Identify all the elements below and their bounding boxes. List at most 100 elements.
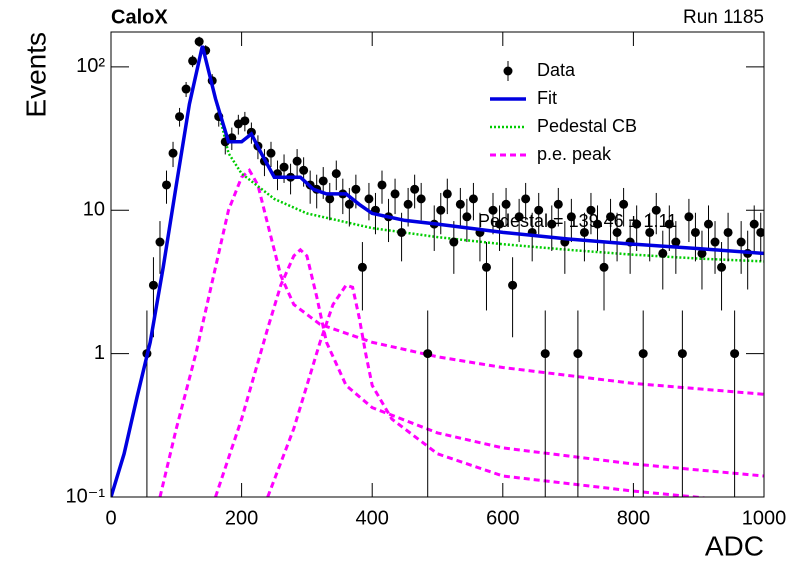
data-point <box>423 349 433 359</box>
x-tick-label: 400 <box>356 507 389 529</box>
data-point <box>521 194 531 204</box>
fit-curve <box>266 283 711 497</box>
data-point <box>553 199 563 209</box>
data-point <box>351 184 361 194</box>
data-point <box>606 212 616 222</box>
data-point <box>717 262 727 272</box>
data-point <box>501 199 511 209</box>
data-point <box>442 189 452 199</box>
data-point <box>194 37 204 47</box>
data-point <box>325 194 335 204</box>
x-tick-label: 0 <box>105 507 116 529</box>
data-point <box>155 237 165 247</box>
data-point <box>449 237 459 247</box>
data-point <box>684 212 694 222</box>
run-label: Run 1185 <box>683 7 764 28</box>
x-tick-label: 1000 <box>742 507 787 529</box>
data-point <box>299 165 309 175</box>
y-tick-label: 10 <box>83 199 105 221</box>
data-point <box>168 148 178 158</box>
legend-marker <box>503 66 513 76</box>
x-tick-label: 600 <box>486 507 519 529</box>
data-point <box>677 349 687 359</box>
data-point <box>579 227 589 237</box>
fit-annotation: Pedestal = 139.46 ± 1.11 <box>478 211 677 231</box>
data-point <box>573 349 583 359</box>
data-point <box>599 262 609 272</box>
data-point <box>514 212 524 222</box>
data-point <box>403 199 413 209</box>
data-point <box>638 349 648 359</box>
x-tick-label: 200 <box>225 507 258 529</box>
data-point <box>436 205 446 215</box>
data-point <box>162 180 172 190</box>
y-tick-label: 1 <box>94 342 105 364</box>
data-point <box>697 248 707 258</box>
data-point <box>357 262 367 272</box>
data-point <box>736 237 746 247</box>
data-point <box>586 205 596 215</box>
data-point <box>175 112 185 122</box>
data-point <box>723 227 733 237</box>
fit-curve <box>111 45 764 497</box>
data-point <box>671 237 681 247</box>
data-point <box>240 116 250 126</box>
data-point <box>540 349 550 359</box>
data-point <box>566 212 576 222</box>
data-point <box>612 227 622 237</box>
data-point <box>749 219 759 229</box>
y-tick-label: 10⁻¹ <box>66 485 106 507</box>
data-point <box>344 199 354 209</box>
data-point <box>188 56 198 66</box>
data-point <box>331 169 341 179</box>
data-point <box>658 248 668 258</box>
data-point <box>462 212 472 222</box>
data-point <box>364 194 374 204</box>
data-point <box>455 199 465 209</box>
data-point <box>619 199 629 209</box>
data-point <box>534 205 544 215</box>
data-point <box>410 184 420 194</box>
data-point <box>292 156 302 166</box>
plot-area <box>111 36 764 497</box>
data-point <box>632 219 642 229</box>
data-point <box>756 227 764 237</box>
data-point <box>651 205 661 215</box>
data-point <box>181 84 191 94</box>
data-point <box>664 219 674 229</box>
x-tick-label: 800 <box>617 507 650 529</box>
data-point <box>318 176 328 186</box>
legend-label: Pedestal CB <box>537 116 637 136</box>
data-point <box>547 219 557 229</box>
data-point <box>703 219 713 229</box>
data-point <box>690 227 700 237</box>
data-point <box>710 237 720 247</box>
data-point <box>416 194 426 204</box>
data-point <box>266 148 276 158</box>
plot-frame <box>110 31 765 498</box>
data-point <box>397 227 407 237</box>
x-axis-title: ADC <box>705 530 764 561</box>
y-axis-title: Events <box>20 32 51 118</box>
legend-label: Data <box>537 60 576 80</box>
legend-label: p.e. peak <box>537 144 612 164</box>
data-point <box>468 194 478 204</box>
data-point <box>592 219 602 229</box>
legend-label: Fit <box>537 88 557 108</box>
data-point <box>488 205 498 215</box>
fit-curve <box>214 247 764 497</box>
data-point <box>508 280 518 290</box>
data-point <box>730 349 740 359</box>
data-point <box>279 162 289 172</box>
data-point <box>377 180 387 190</box>
data-point <box>148 280 158 290</box>
data-point <box>645 227 655 237</box>
data-point <box>481 262 491 272</box>
y-tick-label: 10² <box>76 55 105 77</box>
data-point <box>390 189 400 199</box>
data-point <box>495 219 505 229</box>
chart-title: CaloX <box>111 6 168 28</box>
